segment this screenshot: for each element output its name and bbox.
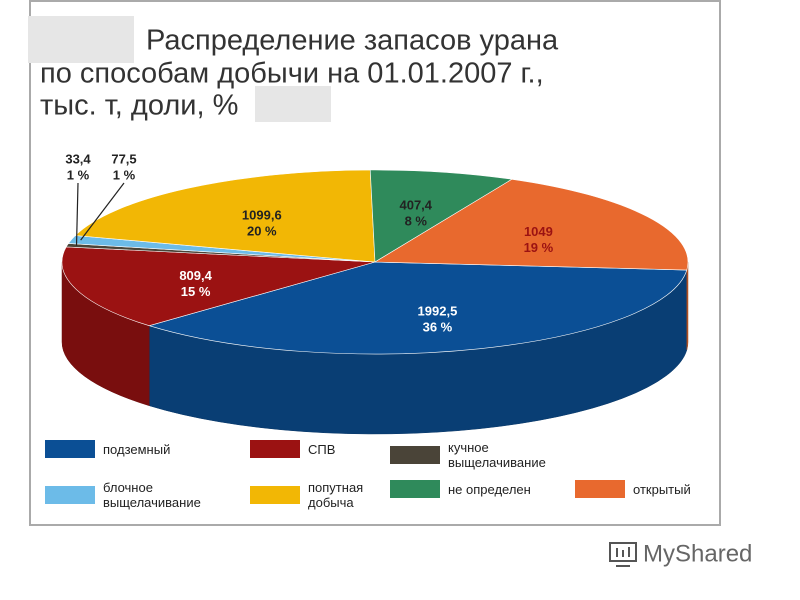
leader-line (80, 182, 125, 241)
pie-walls (61, 261, 689, 435)
share-label: 1 % (113, 167, 136, 182)
share-label: 1 % (67, 167, 90, 182)
legend-label: попутная добыча (308, 480, 364, 510)
pie-slice (148, 261, 688, 355)
data-label: 407,4 (399, 198, 432, 213)
legend-label: не определен (448, 481, 531, 497)
legend-swatch (575, 480, 625, 498)
legend-item: СПВ (250, 440, 408, 458)
pie-slice (373, 178, 689, 271)
share-label: 20 % (247, 223, 277, 238)
chart-title: по способам добычи на 01.01.2007 г., (40, 58, 544, 90)
legend-swatch (45, 440, 95, 458)
legend-item: блочное выщелачивание (45, 480, 203, 510)
legend-swatch (250, 486, 300, 504)
legend-item: подземный (45, 440, 203, 458)
share-label: 36 % (423, 319, 453, 334)
share-label: 15 % (181, 284, 211, 299)
data-label: 33,4 (65, 151, 91, 166)
legend-swatch (250, 440, 300, 458)
legend-label: кучное выщелачивание (448, 440, 546, 470)
share-label: 8 % (405, 214, 428, 229)
legend-swatch (390, 480, 440, 498)
legend-item: не определен (390, 480, 548, 498)
legend-label: СПВ (308, 441, 336, 457)
legend-swatch (45, 486, 95, 504)
pie-slice (369, 169, 513, 263)
legend-label: открытый (633, 481, 691, 497)
legend-item: кучное выщелачивание (390, 440, 548, 470)
leader-line (75, 182, 79, 246)
legend-item: попутная добыча (250, 480, 408, 510)
redacted-box (28, 16, 134, 63)
data-label: 1992,5 (418, 303, 458, 318)
legend-swatch (390, 446, 440, 464)
pie-wall (686, 261, 689, 351)
legend-label: блочное выщелачивание (103, 480, 201, 510)
logo-icon (609, 542, 637, 567)
share-label: 19 % (524, 240, 554, 255)
chart-title: тыс. т, доли, % (40, 90, 238, 122)
data-label: 1099,6 (242, 207, 282, 222)
chart-title: Распределение запасов урана (146, 25, 559, 57)
pie-slice (74, 169, 376, 263)
pie-slice (61, 246, 376, 327)
data-label: 809,4 (179, 268, 212, 283)
watermark: MyShared (643, 540, 752, 567)
data-label: 1049 (524, 224, 553, 239)
data-label: 77,5 (111, 151, 136, 166)
pie-tops (61, 169, 689, 355)
legend-item: открытый (575, 480, 733, 498)
legend-label: подземный (103, 441, 171, 457)
redacted-box (255, 86, 331, 122)
